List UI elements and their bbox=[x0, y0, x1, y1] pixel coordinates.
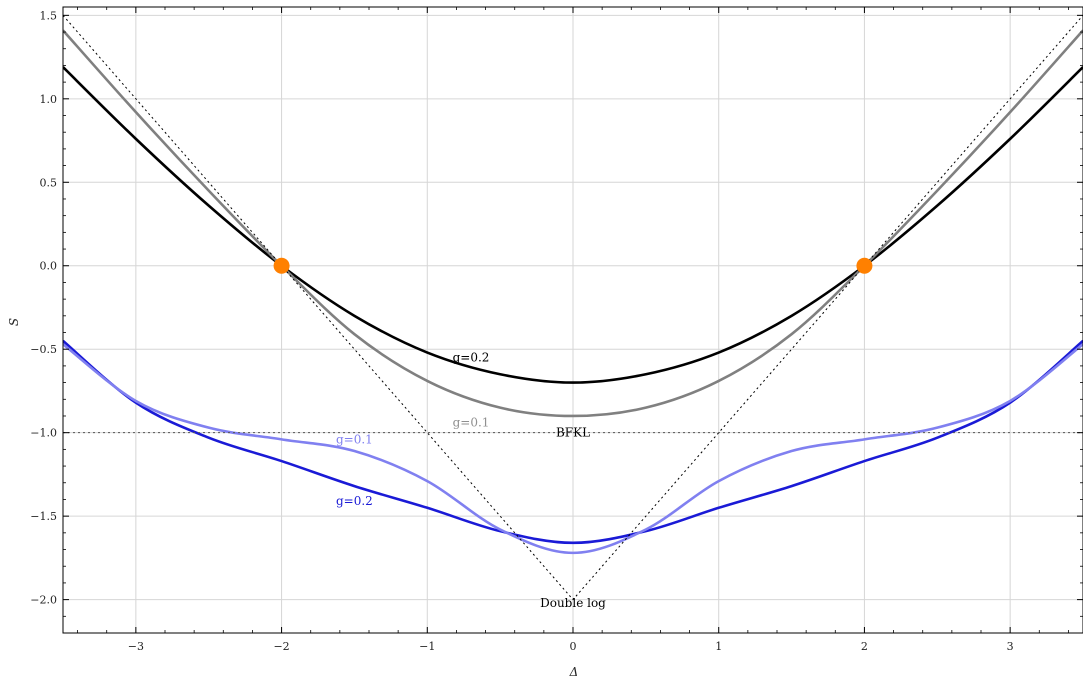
grid bbox=[63, 7, 1083, 633]
marker-point bbox=[273, 257, 290, 274]
series-line-lightblue-lower bbox=[63, 343, 1083, 555]
series-line-black-upper bbox=[63, 66, 1083, 384]
y-tick-label: 0.0 bbox=[40, 260, 58, 273]
x-tick-label: −1 bbox=[419, 640, 435, 653]
ticks: −3 −2 −1 0 1 2 3 −2.0 −1.5 −1.0 −0.5 0.0 0.5 1.0 1.5 bbox=[30, 7, 1083, 653]
y-tick-label: −1.0 bbox=[30, 427, 57, 440]
annotation-label: BFKL bbox=[556, 426, 590, 440]
x-axis-label: Δ bbox=[569, 665, 579, 679]
y-tick-label: 1.5 bbox=[40, 9, 58, 22]
x-tick-label: 2 bbox=[861, 640, 868, 653]
series-line-gray-upper bbox=[63, 29, 1083, 418]
y-tick-label: 1.0 bbox=[40, 93, 58, 106]
y-tick-label: −1.5 bbox=[30, 510, 57, 523]
y-tick-label: −0.5 bbox=[30, 343, 57, 356]
series-layer bbox=[63, 15, 1083, 601]
y-axis-label: S bbox=[7, 318, 21, 326]
annotation-label: g=0.2 bbox=[453, 351, 490, 365]
annotation-label: g=0.1 bbox=[336, 432, 373, 446]
points-layer bbox=[273, 257, 873, 274]
annotation-label: Double log bbox=[540, 596, 606, 610]
x-tick-label: 0 bbox=[570, 640, 577, 653]
y-tick-label: 0.5 bbox=[40, 176, 58, 189]
series-line-blue-lower bbox=[63, 339, 1083, 545]
annotation-label: g=0.1 bbox=[453, 416, 490, 430]
x-tick-label: 3 bbox=[1007, 640, 1014, 653]
x-tick-label: −2 bbox=[273, 640, 289, 653]
series-line-double-log bbox=[63, 15, 1083, 601]
x-tick-label: −3 bbox=[128, 640, 144, 653]
x-tick-label: 1 bbox=[715, 640, 722, 653]
y-tick-label: −2.0 bbox=[30, 594, 57, 607]
annotation-label: g=0.2 bbox=[336, 494, 373, 508]
marker-point bbox=[856, 257, 873, 274]
annotations: g=0.2 g=0.1 BFKL g=0.1 g=0.2 Double log bbox=[336, 351, 606, 610]
